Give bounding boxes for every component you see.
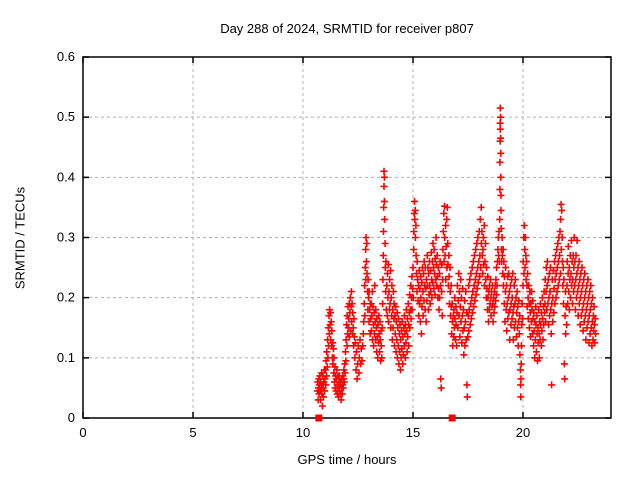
zero-flag-marker: [448, 414, 456, 422]
x-axis-label: GPS time / hours: [297, 452, 397, 467]
y-tick-label: 0.3: [57, 230, 75, 245]
y-tick-label: 0.1: [57, 350, 75, 365]
y-tick-label: 0.4: [57, 169, 75, 184]
y-tick-label: 0.6: [57, 49, 75, 64]
x-tick-label: 15: [406, 425, 420, 440]
x-tick-label: 5: [189, 425, 196, 440]
data-points: [314, 104, 600, 410]
y-tick-label: 0.5: [57, 109, 75, 124]
x-tick-label: 20: [516, 425, 530, 440]
x-tick-label: 10: [296, 425, 310, 440]
y-tick-label: 0.2: [57, 290, 75, 305]
y-tick-label: 0: [68, 410, 75, 425]
chart-title: Day 288 of 2024, SRMTID for receiver p80…: [220, 21, 474, 36]
x-tick-label: 0: [79, 425, 86, 440]
axis-ticks: [82, 56, 611, 419]
zero-flag-marker: [315, 414, 323, 422]
